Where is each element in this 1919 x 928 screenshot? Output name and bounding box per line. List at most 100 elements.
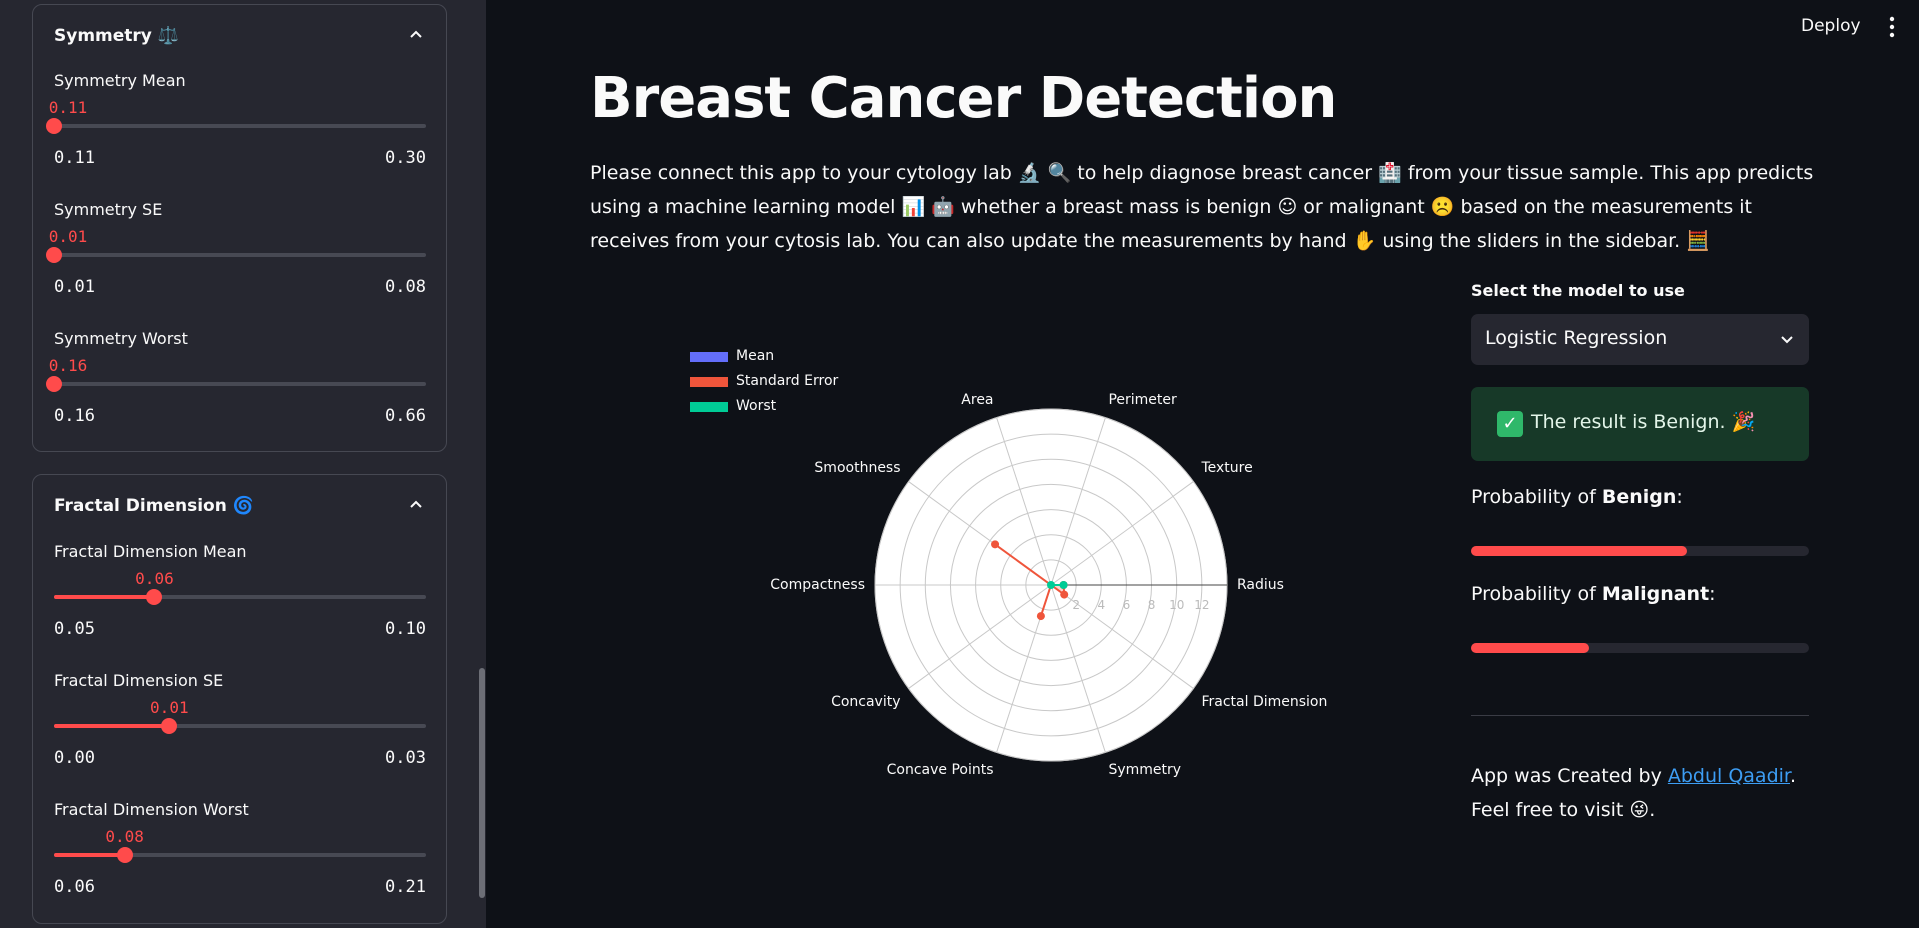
model-select-label: Select the model to use bbox=[1471, 281, 1685, 300]
slider-thumb[interactable] bbox=[46, 118, 62, 134]
radar-spoke bbox=[1050, 584, 1194, 689]
benign-word: Benign bbox=[1601, 486, 1677, 508]
slider-symmetry-worst[interactable]: Symmetry Worst 0.16 0.16 0.66 bbox=[46, 329, 426, 429]
result-text: The result is Benign. 🎉 bbox=[1531, 411, 1756, 433]
malignant-probability-bar bbox=[1471, 643, 1809, 653]
legend-label: Mean bbox=[736, 348, 775, 364]
slider-value: 0.01 bbox=[48, 227, 88, 246]
radial-tick-label: 10 bbox=[1169, 598, 1184, 612]
legend-swatch bbox=[690, 402, 728, 412]
benign-probability-label: Probability of Benign: bbox=[1471, 486, 1683, 508]
model-select-value: Logistic Regression bbox=[1485, 327, 1668, 349]
deploy-button[interactable]: Deploy bbox=[1801, 16, 1861, 36]
slider-symmetry-se[interactable]: Symmetry SE 0.01 0.01 0.08 bbox=[46, 200, 426, 300]
fractal-dimension-expander-header[interactable]: Fractal Dimension 🌀 bbox=[54, 496, 254, 516]
slider-max: 0.10 bbox=[385, 619, 426, 639]
slider-label: Symmetry Worst bbox=[54, 329, 188, 348]
axis-label-fractal-dimension: Fractal Dimension bbox=[1201, 694, 1328, 711]
slider-value: 0.11 bbox=[48, 98, 88, 117]
legend-swatch bbox=[690, 377, 728, 387]
slider-thumb[interactable] bbox=[161, 718, 178, 734]
slider-label: Symmetry Mean bbox=[54, 71, 186, 90]
slider-fill bbox=[54, 853, 125, 857]
slider-thumb[interactable] bbox=[46, 376, 62, 392]
radial-tick-label: 4 bbox=[1097, 598, 1105, 612]
slider-value: 0.08 bbox=[105, 827, 144, 846]
axis-label-symmetry: Symmetry bbox=[1108, 761, 1182, 778]
radar-spoke bbox=[1050, 584, 1106, 753]
slider-thumb[interactable] bbox=[146, 589, 163, 605]
slider-fractal-dimension-mean[interactable]: Fractal Dimension Mean 0.06 0.05 0.10 bbox=[54, 542, 426, 642]
slider-max: 0.08 bbox=[385, 277, 426, 297]
radar-spoke bbox=[1050, 417, 1106, 586]
legend-item-mean[interactable]: Mean bbox=[690, 348, 774, 364]
credit-suffix: . Feel free to visit 😜. bbox=[1471, 765, 1797, 821]
symmetry-expander: Symmetry ⚖️ Symmetry Mean 0.11 0.11 0.30… bbox=[32, 4, 447, 452]
axis-label-perimeter: Perimeter bbox=[1108, 392, 1177, 409]
chevron-up-icon[interactable] bbox=[408, 27, 424, 47]
radar-plot: 2 4 6 8 10 12 bbox=[874, 408, 1228, 762]
malignant-probability-fill bbox=[1471, 643, 1590, 653]
slider-min: 0.11 bbox=[54, 148, 95, 168]
legend-item-standard-error[interactable]: Standard Error bbox=[690, 373, 838, 389]
slider-track[interactable] bbox=[54, 382, 426, 386]
slider-value: 0.06 bbox=[135, 569, 174, 588]
radial-tick-label: 6 bbox=[1123, 598, 1131, 612]
axis-label-texture: Texture bbox=[1201, 459, 1253, 476]
slider-min: 0.00 bbox=[54, 748, 95, 768]
legend-label: Worst bbox=[736, 398, 777, 414]
legend-item-worst[interactable]: Worst bbox=[690, 398, 776, 414]
malignant-prefix: Probability of bbox=[1471, 583, 1602, 605]
slider-max: 0.30 bbox=[385, 148, 426, 168]
model-select[interactable]: Logistic Regression bbox=[1471, 314, 1809, 365]
sidebar-scrollbar[interactable] bbox=[479, 668, 485, 898]
slider-thumb[interactable] bbox=[46, 247, 62, 263]
radial-tick-label: 12 bbox=[1194, 598, 1209, 612]
malignant-colon: : bbox=[1709, 583, 1716, 605]
slider-symmetry-mean[interactable]: Symmetry Mean 0.11 0.11 0.30 bbox=[46, 71, 426, 171]
slider-label: Fractal Dimension Worst bbox=[54, 800, 249, 819]
axis-label-compactness: Compactness bbox=[770, 577, 865, 593]
slider-max: 0.66 bbox=[385, 406, 426, 426]
malignant-word: Malignant bbox=[1601, 583, 1710, 605]
author-link[interactable]: Abdul Qaadir bbox=[1667, 765, 1790, 787]
slider-track[interactable] bbox=[54, 124, 426, 128]
slider-max: 0.03 bbox=[385, 748, 426, 768]
slider-min: 0.01 bbox=[54, 277, 95, 297]
slider-fractal-dimension-worst[interactable]: Fractal Dimension Worst 0.08 0.06 0.21 bbox=[54, 800, 426, 900]
radar-spoke bbox=[996, 417, 1052, 586]
slider-track[interactable] bbox=[54, 595, 426, 599]
symmetry-expander-header[interactable]: Symmetry ⚖️ bbox=[54, 26, 179, 46]
malignant-probability-label: Probability of Malignant: bbox=[1471, 583, 1716, 605]
divider bbox=[1471, 715, 1809, 716]
radial-tick-label: 2 bbox=[1072, 598, 1080, 612]
sidebar: Symmetry ⚖️ Symmetry Mean 0.11 0.11 0.30… bbox=[0, 0, 486, 928]
radial-tick-label: 8 bbox=[1148, 598, 1156, 612]
slider-value: 0.01 bbox=[150, 698, 189, 717]
slider-thumb[interactable] bbox=[116, 847, 133, 863]
checkmark-icon: ✓ bbox=[1497, 411, 1523, 437]
fractal-dimension-expander: Fractal Dimension 🌀 Fractal Dimension Me… bbox=[32, 474, 447, 924]
benign-prefix: Probability of bbox=[1471, 486, 1602, 508]
slider-label: Fractal Dimension Mean bbox=[54, 542, 247, 561]
chevron-up-icon[interactable] bbox=[408, 497, 424, 517]
slider-track[interactable] bbox=[54, 724, 426, 728]
kebab-menu-icon[interactable] bbox=[1888, 16, 1896, 42]
benign-probability-fill bbox=[1471, 546, 1688, 556]
slider-track[interactable] bbox=[54, 253, 426, 257]
radar-chart: Mean Standard Error Worst 2 4 6 8 10 12 Radiu… bbox=[590, 300, 1390, 820]
slider-fractal-dimension-se[interactable]: Fractal Dimension SE 0.01 0.00 0.03 bbox=[54, 671, 426, 771]
slider-label: Fractal Dimension SE bbox=[54, 671, 224, 690]
slider-fill bbox=[54, 724, 170, 728]
slider-track[interactable] bbox=[54, 853, 426, 857]
slider-min: 0.16 bbox=[54, 406, 95, 426]
app-description: Please connect this app to your cytology… bbox=[590, 162, 1814, 252]
axis-label-smoothness: Smoothness bbox=[814, 459, 901, 476]
credit-text: App was Created by Abdul Qaadir. Feel fr… bbox=[1471, 759, 1816, 827]
axis-label-area: Area bbox=[961, 392, 994, 409]
slider-label: Symmetry SE bbox=[54, 200, 163, 219]
radar-spoke bbox=[908, 584, 1052, 689]
series-point bbox=[1036, 612, 1045, 621]
series-point bbox=[991, 540, 1000, 549]
slider-max: 0.21 bbox=[385, 877, 426, 897]
